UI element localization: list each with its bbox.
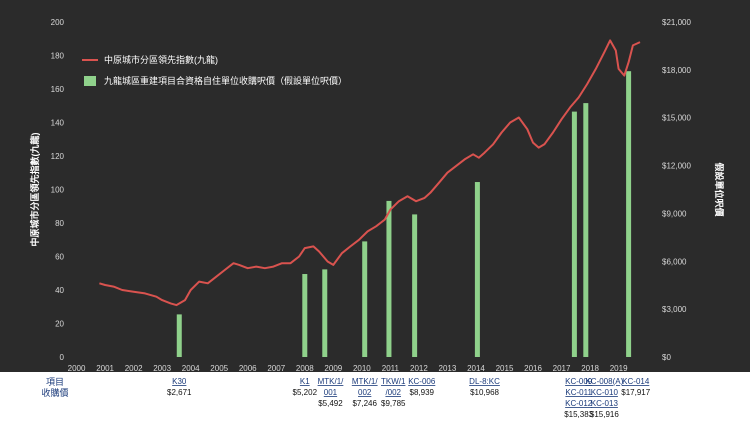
annotation-price-8: $15,916 <box>590 410 619 419</box>
x-tick-label: 2015 <box>496 364 514 373</box>
y-left-axis-title: 中原城市分區領先指數(九龍) <box>29 133 40 247</box>
annotation-price-0: $2,671 <box>167 388 192 397</box>
y-left-tick-label: 140 <box>51 119 65 128</box>
y-left-tick-label: 60 <box>55 253 64 262</box>
annotation-price-2: $5,492 <box>318 399 343 408</box>
y-right-tick-label: $6,000 <box>662 257 687 266</box>
bar-1 <box>302 274 308 357</box>
bar-5 <box>412 214 418 357</box>
x-tick-label: 2010 <box>353 364 371 373</box>
annotation-code-8: KC-008(A) <box>585 377 623 386</box>
x-tick-label: 2006 <box>239 364 257 373</box>
y-right-tick-label: $9,000 <box>662 209 687 218</box>
y-left-tick-label: 200 <box>51 18 65 27</box>
x-tick-label: 2000 <box>68 364 86 373</box>
annotation-code-1: K1 <box>300 377 310 386</box>
y-right-axis-title: 假設單位呎價 <box>714 162 725 217</box>
x-tick-label: 2001 <box>96 364 114 373</box>
y-right-tick-label: $0 <box>662 353 671 362</box>
annotation-code-8: KC-010 <box>591 388 619 397</box>
annotation-code-7: KC-011 <box>565 388 592 397</box>
annotation-price-1: $5,202 <box>293 388 318 397</box>
legend-bar-swatch <box>84 76 96 86</box>
annotation-code-9: KC-014 <box>622 377 650 386</box>
x-tick-label: 2018 <box>581 364 599 373</box>
annotation-code-8: KC-013 <box>591 399 619 408</box>
bar-4 <box>386 200 392 357</box>
x-tick-label: 2017 <box>553 364 571 373</box>
x-tick-label: 2014 <box>467 364 485 373</box>
index-line <box>99 39 641 307</box>
bar-8 <box>583 103 589 358</box>
x-tick-label: 2011 <box>382 364 400 373</box>
annotation-price-9: $17,917 <box>621 388 650 397</box>
y-left-tick-label: 160 <box>51 85 65 94</box>
y-left-tick-label: 120 <box>51 152 65 161</box>
y-right-tick-label: $3,000 <box>662 305 687 314</box>
chart-background <box>0 0 750 372</box>
x-tick-label: 2004 <box>182 364 200 373</box>
annotation-code-4: TKW/1 <box>381 377 406 386</box>
x-tick-label: 2012 <box>410 364 428 373</box>
annotation-code-7: KC-009 <box>565 377 593 386</box>
y-right-tick-label: $15,000 <box>662 114 691 123</box>
annotation-code-0: K30 <box>172 377 187 386</box>
bar-6 <box>474 182 480 357</box>
x-tick-label: 2003 <box>153 364 171 373</box>
bar-2 <box>322 269 328 357</box>
bar-7 <box>571 111 577 357</box>
annotation-code-3: 002 <box>358 388 372 397</box>
x-tick-label: 2016 <box>524 364 542 373</box>
annotation-code-2: 001 <box>324 388 338 397</box>
x-tick-label: 2009 <box>324 364 342 373</box>
annotation-header-line2: 收購價 <box>41 387 68 398</box>
y-left-tick-label: 20 <box>55 320 64 329</box>
annotation-price-3: $7,246 <box>352 399 377 408</box>
annotation-price-4: $9,785 <box>381 399 406 408</box>
bar-0 <box>176 314 182 357</box>
y-right-tick-label: $21,000 <box>662 18 691 27</box>
bar-3 <box>362 241 368 357</box>
annotation-code-3: MTK/1/ <box>352 377 379 386</box>
legend-label-index: 中原城市分區領先指數(九龍) <box>104 54 218 65</box>
annotation-price-6: $10,968 <box>470 388 499 397</box>
y-right-tick-label: $18,000 <box>662 66 691 75</box>
annotation-header-line1: 項目 <box>46 377 64 387</box>
y-right-tick-label: $12,000 <box>662 162 691 171</box>
x-tick-label: 2008 <box>296 364 314 373</box>
x-tick-label: 2005 <box>210 364 228 373</box>
x-tick-label: 2007 <box>267 364 285 373</box>
x-tick-label: 2019 <box>610 364 628 373</box>
x-tick-label: 2013 <box>439 364 457 373</box>
y-left-tick-label: 40 <box>55 286 64 295</box>
bar-9 <box>626 71 632 358</box>
y-left-tick-label: 180 <box>51 52 65 61</box>
annotation-price-5: $8,939 <box>410 388 435 397</box>
y-left-tick-label: 100 <box>51 186 65 195</box>
annotation-code-2: MTK/1/ <box>318 377 345 386</box>
annotation-code-4: /002 <box>385 388 401 397</box>
annotation-price-7: $15,383 <box>564 410 593 419</box>
legend-label-bars: 九龍城區重建項目合資格自住單位收購呎價（假設單位呎價） <box>104 75 347 86</box>
y-left-tick-label: 80 <box>55 219 64 228</box>
annotation-code-7: KC-012 <box>565 399 593 408</box>
y-left-tick-label: 0 <box>60 353 65 362</box>
annotation-code-5: KC-006 <box>408 377 436 386</box>
x-tick-label: 2002 <box>125 364 143 373</box>
annotation-code-6: DL-8:KC <box>469 377 500 386</box>
